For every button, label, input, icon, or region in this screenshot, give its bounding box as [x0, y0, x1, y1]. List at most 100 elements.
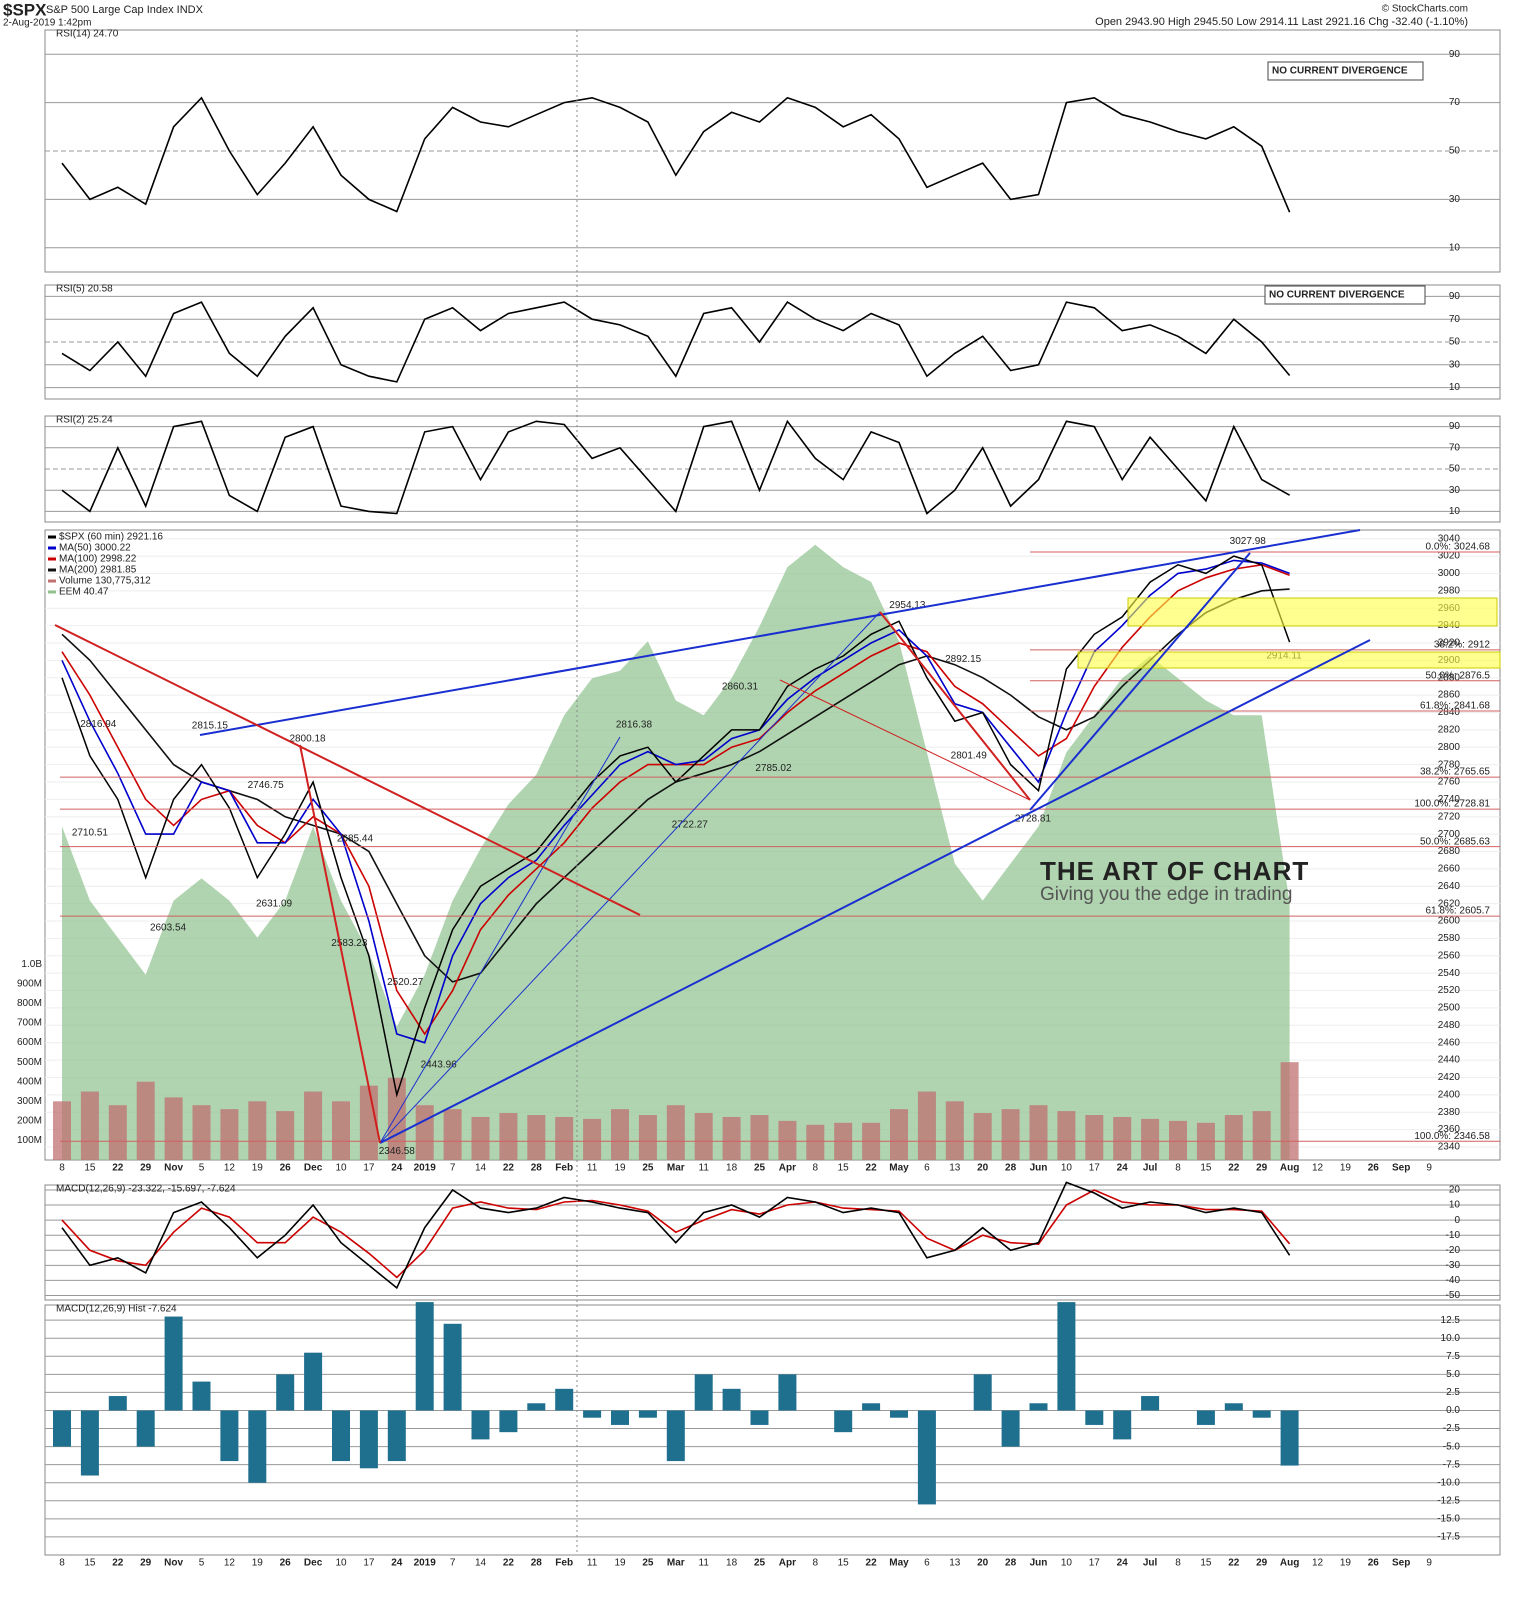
fib-label: 38.2%: 2912 — [1434, 640, 1491, 651]
x-tick-label: 14 — [475, 1558, 487, 1569]
x-tick-label: Jun — [1030, 1163, 1048, 1174]
price-label: 2346.58 — [379, 1146, 416, 1157]
fib-label: 0.0%: 3024.68 — [1426, 542, 1491, 553]
y-tick-label: 2340 — [1438, 1142, 1461, 1153]
x-tick-label: 17 — [363, 1163, 375, 1174]
x-tick-label: 25 — [754, 1163, 766, 1174]
y-tick-label: 2600 — [1438, 916, 1461, 927]
x-tick-label: 19 — [1340, 1163, 1352, 1174]
bar — [443, 1109, 462, 1160]
bar — [471, 1410, 490, 1440]
bar — [53, 1410, 71, 1447]
symbol: $SPX — [3, 0, 47, 19]
x-tick-label: 26 — [280, 1163, 292, 1174]
bar — [387, 1077, 406, 1160]
y2-tick-label: 700M — [17, 1018, 42, 1029]
bar — [276, 1111, 295, 1160]
bar — [499, 1113, 518, 1160]
y-tick-label: 2740 — [1438, 794, 1461, 805]
line — [61, 1189, 1291, 1279]
x-tick-label: 22 — [866, 1163, 878, 1174]
bar — [555, 1388, 574, 1411]
bar — [583, 1410, 602, 1418]
fib-label: 61.8%: 2605.7 — [1426, 906, 1491, 917]
bar — [722, 1388, 741, 1411]
x-tick-label: 20 — [977, 1558, 989, 1569]
bar — [666, 1105, 685, 1160]
bar — [945, 1101, 964, 1160]
bar — [890, 1410, 908, 1418]
x-tick-label: 26 — [1368, 1163, 1380, 1174]
x-tick-label: 25 — [642, 1163, 654, 1174]
bar — [164, 1316, 183, 1411]
bar — [694, 1113, 713, 1160]
x-tick-label: 26 — [280, 1558, 292, 1569]
bar — [1280, 1062, 1299, 1160]
y-tick-label: 5.0 — [1446, 1369, 1460, 1380]
fib-label: 100.0%: 2346.58 — [1414, 1131, 1490, 1142]
y-tick-label: 90 — [1449, 49, 1461, 60]
bar — [276, 1374, 295, 1411]
bar — [1057, 1111, 1076, 1160]
y-tick-label: 2560 — [1438, 950, 1461, 961]
bar — [471, 1116, 490, 1160]
y-tick-label: 2640 — [1438, 881, 1461, 892]
x-tick-label: 6 — [924, 1163, 930, 1174]
x-tick-label: May — [889, 1163, 909, 1174]
y2-tick-label: 800M — [17, 998, 42, 1009]
y-tick-label: 2700 — [1438, 829, 1461, 840]
price-label: 2892.15 — [945, 654, 982, 665]
panel-title: RSI(14) 24.70 — [56, 29, 119, 40]
y-tick-label: -2.5 — [1443, 1423, 1461, 1434]
x-tick-label: 19 — [252, 1163, 264, 1174]
price-label: 2722.27 — [672, 819, 709, 830]
x-tick-label: Sep — [1392, 1163, 1410, 1174]
y-tick-label: 2820 — [1438, 725, 1461, 736]
y-tick-label: 2780 — [1438, 759, 1461, 770]
y-tick-label: 50 — [1449, 337, 1461, 348]
x-tick-label: 8 — [1175, 1163, 1181, 1174]
bar — [694, 1374, 713, 1411]
y-tick-label: 2800 — [1438, 742, 1461, 753]
bar — [192, 1381, 211, 1411]
trendline — [299, 744, 381, 1144]
price-label: 2785.02 — [755, 763, 792, 774]
y-tick-label: 10 — [1449, 242, 1461, 253]
x-tick-label: 12 — [224, 1558, 236, 1569]
x-tick-label: 29 — [140, 1558, 152, 1569]
bar — [53, 1101, 71, 1160]
y-tick-label: 2840 — [1438, 707, 1461, 718]
x-tick-label: 28 — [531, 1558, 543, 1569]
x-tick-label: 19 — [614, 1558, 626, 1569]
bar — [220, 1109, 239, 1160]
x-tick-label: 19 — [1340, 1558, 1352, 1569]
x-tick-label: 22 — [112, 1558, 124, 1569]
line — [61, 559, 1290, 1044]
y-tick-label: 3000 — [1438, 568, 1461, 579]
x-tick-label: Nov — [164, 1558, 183, 1569]
x-tick-label: Jul — [1143, 1558, 1158, 1569]
line — [61, 96, 1291, 213]
bar — [80, 1410, 99, 1476]
annotation-box — [1267, 61, 1424, 81]
bar — [917, 1091, 936, 1160]
x-tick-label: 13 — [949, 1163, 961, 1174]
x-tick-label: 8 — [59, 1163, 65, 1174]
quote: Open 2943.90 High 2945.50 Low 2914.11 La… — [1095, 16, 1468, 28]
bar — [248, 1410, 267, 1483]
price-label: 2815.15 — [192, 721, 229, 732]
price-label: 2685.44 — [337, 833, 374, 844]
legend-label: MA(100) 2998.22 — [59, 554, 137, 565]
bar — [332, 1101, 350, 1160]
price-label: 2816.38 — [616, 720, 653, 731]
y2-tick-label: 400M — [17, 1076, 42, 1087]
y-tick-label: -30 — [1446, 1260, 1461, 1271]
y-tick-label: 30 — [1449, 194, 1461, 205]
price-label: 2860.31 — [722, 681, 759, 692]
price-label: 2631.09 — [256, 899, 293, 910]
x-tick-label: 24 — [391, 1163, 403, 1174]
x-tick-label: May — [889, 1558, 909, 1569]
y2-tick-label: 100M — [17, 1135, 42, 1146]
x-tick-label: 18 — [726, 1163, 738, 1174]
